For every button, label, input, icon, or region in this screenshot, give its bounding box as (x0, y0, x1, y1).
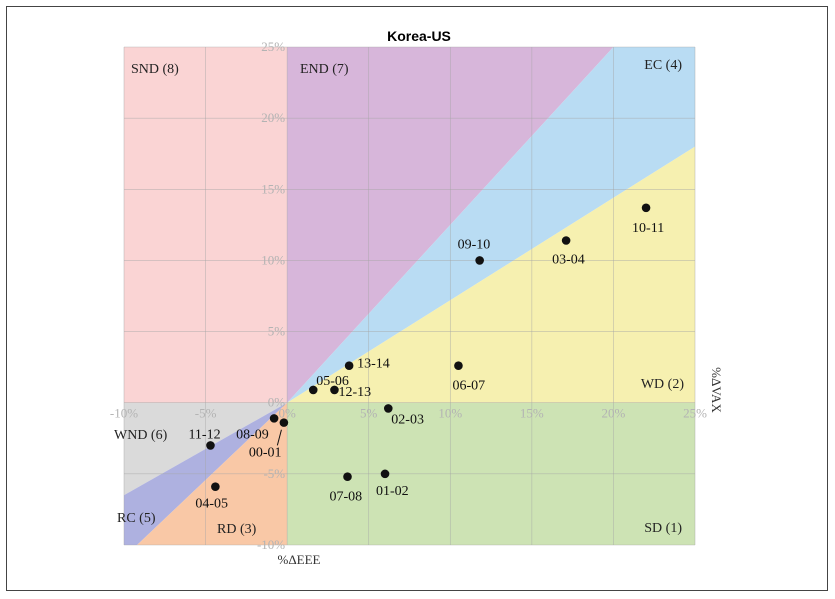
y-tick-label: 20% (261, 110, 285, 125)
x-tick-label: -10% (110, 406, 138, 421)
data-point-label: 07-08 (330, 490, 363, 505)
y-tick-label: -5% (263, 466, 285, 481)
figure-frame (6, 6, 828, 591)
data-point-label: 01-02 (376, 484, 409, 499)
data-point-02-03 (383, 404, 393, 413)
x-tick-label: -5% (195, 406, 217, 421)
data-point-label: 08-09 (236, 427, 269, 442)
data-point-03-04 (561, 236, 571, 245)
data-point-label: 09-10 (458, 237, 491, 252)
region-ec (287, 47, 695, 403)
data-point-label: 02-03 (391, 412, 424, 427)
tick-labels-layer: -10% -5% 0% 5% 10% 15% 20% 25% -10% -5% 0% 5% 10% 15%… (110, 39, 707, 552)
y-tick-label: 25% (261, 39, 285, 54)
region-label-snd: SND (8) (131, 62, 179, 77)
region-label-rc: RC (5) (117, 511, 156, 526)
x-tick-label: 15% (520, 406, 544, 421)
region-label-rd: RD (3) (217, 522, 257, 537)
x-tick-label: 5% (360, 406, 378, 421)
region-label-wnd: WND (6) (114, 428, 168, 443)
region-label-sd: SD (1) (644, 521, 682, 536)
region-labels-layer: SND (8) END (7) EC (4) WD (2) SD (1) WND (6) R… (114, 58, 684, 537)
data-point-05-06 (308, 385, 318, 395)
grid-layer (123, 46, 696, 546)
x-axis-label: %ΔEEE (277, 552, 320, 567)
data-point-10-11 (641, 203, 651, 213)
y-tick-label: 0% (268, 395, 286, 410)
y-tick-label: 15% (261, 181, 285, 196)
data-point-label: 06-07 (452, 379, 485, 394)
region-label-ec: EC (4) (644, 58, 682, 73)
data-point-12-13 (330, 385, 339, 395)
data-point-label: 05-06 (316, 374, 349, 389)
x-tick-label: 25% (683, 406, 707, 421)
data-point-label: 00-01 (249, 446, 282, 461)
data-point-label: 12-13 (338, 385, 371, 400)
y-axis-label: %ΔVAX (709, 367, 724, 413)
label-connector (276, 429, 282, 446)
data-point-04-05 (211, 482, 220, 491)
x-tick-label: 0% (278, 406, 296, 421)
data-point-13-14 (344, 361, 354, 371)
data-point-01-02 (380, 469, 390, 479)
data-point-09-10 (475, 256, 484, 265)
y-tick-label: -10% (257, 537, 285, 552)
data-point-label: 04-05 (195, 497, 228, 512)
data-point-08-09 (269, 414, 279, 423)
region-label-end: END (7) (300, 62, 349, 77)
data-point-07-08 (343, 472, 352, 482)
data-point-label: 03-04 (552, 253, 585, 268)
data-point-label: 10-11 (632, 221, 664, 236)
data-point-00-01 (279, 418, 289, 427)
data-point-06-07 (454, 361, 463, 371)
data-point-label: 13-14 (357, 357, 390, 372)
y-tick-label: 5% (268, 324, 286, 339)
x-tick-label: 20% (602, 406, 626, 421)
region-wd (287, 146, 695, 403)
x-tick-label: 10% (438, 406, 462, 421)
region-label-wd: WD (2) (641, 377, 684, 392)
y-tick-label: 10% (261, 252, 285, 267)
regions-layer (124, 47, 695, 545)
data-point-label: 11-12 (188, 427, 220, 442)
chart-title: Korea-US (387, 28, 451, 44)
data-point-11-12 (206, 441, 215, 450)
